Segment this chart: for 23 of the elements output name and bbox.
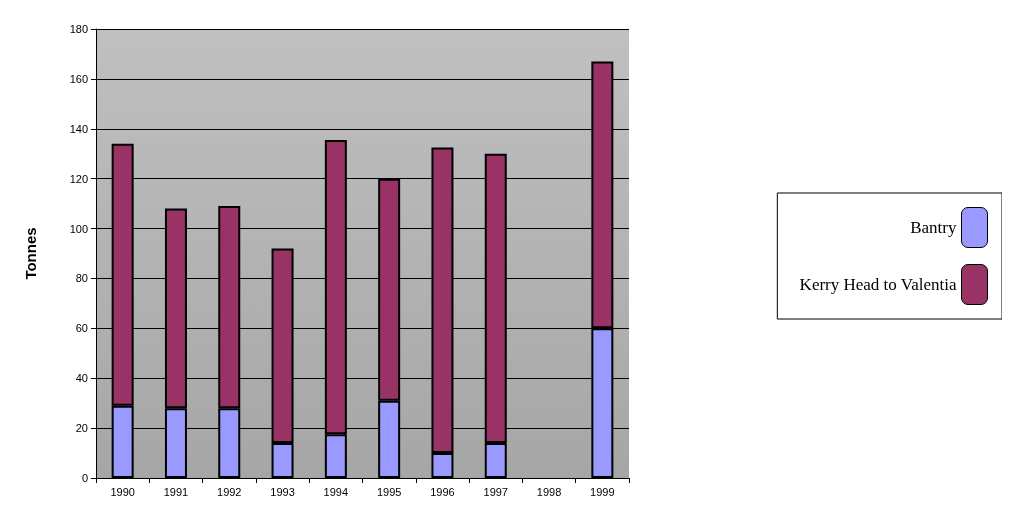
x-tick-label: 1995 [376, 485, 402, 498]
x-tick-label: 1992 [217, 485, 242, 498]
y-tick-label: 160 [69, 72, 88, 85]
x-tick-label: 1997 [483, 485, 508, 498]
y-tick-label: 40 [75, 372, 88, 385]
y-tick-label: 0 [81, 472, 88, 484]
y-tick-label: 60 [75, 322, 88, 335]
y-tick-label: 100 [69, 222, 88, 235]
y-tick-label: 140 [69, 122, 88, 135]
x-tick-label: 1993 [270, 485, 295, 498]
y-axis-title: Tonnes [22, 227, 39, 280]
y-tick-label: 180 [69, 23, 88, 35]
legend-label: Bantry [910, 218, 957, 237]
x-tick-label: 1998 [536, 485, 562, 498]
x-tick-label: 1990 [110, 485, 135, 498]
x-tick-label: 1994 [323, 485, 349, 498]
y-tick-label: 20 [75, 422, 88, 435]
x-tick-label: 1999 [590, 485, 615, 498]
y-tick-label: 120 [69, 172, 88, 185]
x-tick-label: 1996 [430, 485, 455, 498]
y-tick-label: 80 [75, 272, 88, 285]
x-tick-label: 1991 [163, 485, 189, 498]
legend-label: Kerry Head to Valentia [799, 275, 957, 294]
